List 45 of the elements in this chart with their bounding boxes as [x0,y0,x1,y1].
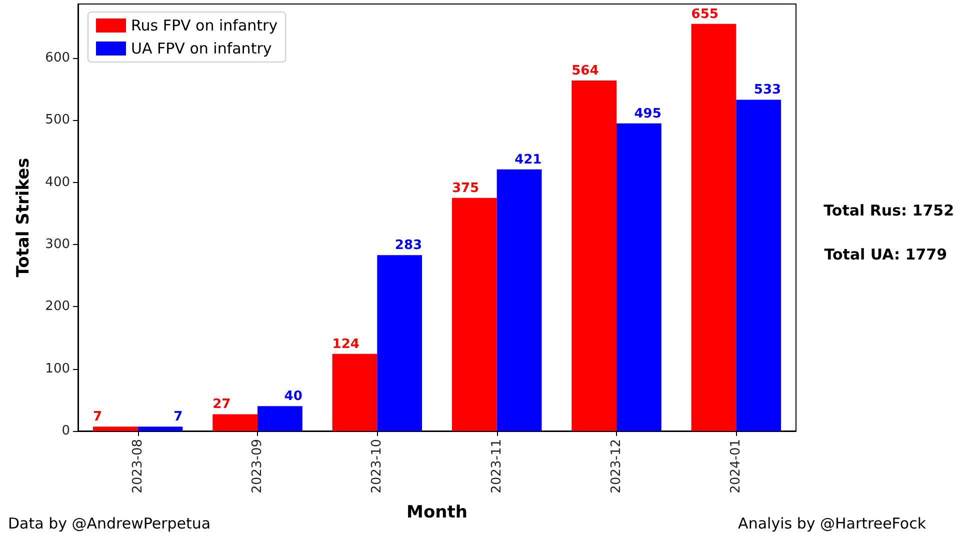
bar [616,123,662,431]
bar [138,426,183,431]
data-label: 495 [634,106,662,122]
bar [258,406,302,431]
data-label: 27 [212,397,231,412]
y-tick-label: 500 [45,112,70,128]
y-tick-label: 600 [45,50,70,66]
text: Data by @AndrewPerpetua [8,514,211,532]
data-label: 124 [332,336,360,352]
bar [377,255,422,431]
text: Total UA: 1779 [824,246,948,264]
x-tick-label: 2024-01 [728,439,744,494]
legend-label: Rus FPV on infantry [131,16,278,34]
bar [332,354,378,431]
bar [496,169,542,431]
bar [92,426,138,431]
y-tick-label: 100 [45,361,70,376]
data-label: 375 [452,180,480,196]
bar [691,24,736,431]
data-label: 7 [174,410,183,425]
x-axis-title: Month [406,502,468,522]
text: Total Rus: 1752 [824,202,954,220]
y-tick-label: 400 [45,174,70,190]
data-label: 421 [514,152,542,168]
y-tick-label: 200 [45,299,70,314]
y-tick-label: 300 [45,237,70,252]
x-tick-label: 2023-12 [609,439,624,494]
bar [212,414,258,431]
bar [736,100,782,431]
bar [572,80,616,431]
bar [452,198,497,431]
legend-label: UA FPV on infantry [131,40,272,58]
data-label: 40 [284,389,302,404]
y-axis-title: Total Strikes [14,158,34,278]
text: Analyis by @HartreeFock [738,514,926,532]
x-tick-label: 2023-11 [489,439,504,494]
x-tick-label: 2023-08 [130,439,146,494]
data-label: 564 [572,63,599,78]
x-tick-label: 2023-10 [370,439,385,494]
y-tick-label: 0 [62,424,70,438]
data-label: 283 [394,238,422,254]
x-tick-label: 2023-09 [250,439,265,494]
data-label: 7 [92,410,102,425]
data-label: 533 [754,82,782,98]
data-label: 655 [691,6,718,22]
